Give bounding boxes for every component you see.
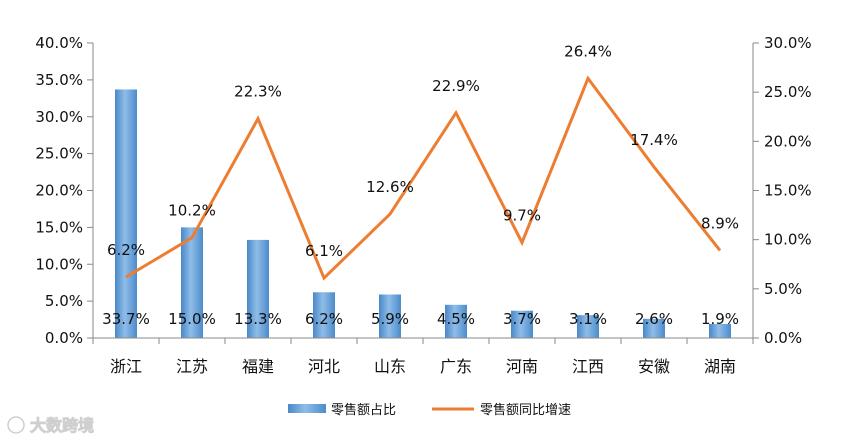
x-axis: 浙江 江苏 福建 河北 山东 广东 河南 江西 安徽 湖南	[92, 337, 754, 376]
x-tick-label: 河南	[506, 357, 538, 376]
bar	[577, 315, 599, 338]
bar	[313, 292, 335, 338]
bar	[115, 89, 137, 339]
y-axis-right: 0.0% 5.0% 10.0% 15.0% 20.0% 25.0% 30.0%	[752, 34, 812, 347]
y-left-tick-label: 20.0%	[35, 182, 83, 200]
bar	[643, 318, 665, 338]
bar-series	[115, 89, 731, 339]
bar-data-label: 33.7%	[102, 310, 150, 328]
y-left-tick-label: 25.0%	[35, 145, 83, 163]
watermark: 大数跨境	[7, 416, 94, 435]
line-data-label: 6.1%	[305, 242, 343, 260]
line-data-label: 9.7%	[503, 207, 541, 225]
bar-data-label: 4.5%	[437, 310, 475, 328]
bar	[445, 304, 467, 338]
y-left-tick-label: 10.0%	[35, 255, 83, 273]
legend-label-line: 零售额同比增速	[480, 402, 571, 418]
x-tick-label: 广东	[440, 357, 472, 376]
y-right-tick-label: 25.0%	[764, 83, 812, 101]
x-tick-label: 江苏	[176, 357, 208, 376]
bar	[181, 227, 203, 338]
line-data-label: 17.4%	[630, 131, 678, 149]
y-right-tick-label: 5.0%	[764, 280, 802, 298]
x-tick-label: 浙江	[110, 357, 142, 376]
y-axis-left: 0.0% 5.0% 10.0% 15.0% 20.0% 25.0% 30.0% 35.0% 40…	[35, 34, 94, 347]
bar	[379, 294, 401, 338]
y-left-tick-label: 40.0%	[35, 34, 83, 52]
x-tick-label: 河北	[308, 357, 340, 376]
x-tick-label: 江西	[572, 357, 604, 376]
line-data-label: 22.3%	[234, 83, 282, 101]
y-left-tick-label: 35.0%	[35, 71, 83, 89]
x-tick-label: 山东	[374, 357, 406, 376]
watermark-logo-icon	[7, 416, 25, 434]
data-labels: 33.7% 15.0% 13.3% 6.2% 5.9% 4.5% 3.7% 3.1% 2.6% 1…	[102, 42, 739, 328]
y-right-tick-label: 0.0%	[764, 329, 802, 347]
line-data-label: 26.4%	[564, 42, 612, 60]
legend-label-bar: 零售额占比	[331, 402, 396, 418]
line-series	[125, 75, 722, 281]
bar-data-label: 1.9%	[701, 310, 739, 328]
line-data-label: 12.6%	[366, 178, 414, 196]
y-left-tick-label: 5.0%	[45, 292, 83, 310]
bar	[709, 323, 731, 338]
y-right-tick-label: 20.0%	[764, 132, 812, 150]
bar-data-label: 3.7%	[503, 310, 541, 328]
legend: 零售额占比 零售额同比增速	[288, 402, 571, 418]
x-tick-label: 湖南	[704, 357, 736, 376]
bar-data-label: 5.9%	[371, 310, 409, 328]
y-right-tick-label: 10.0%	[764, 231, 812, 249]
line-data-label: 10.2%	[168, 202, 216, 220]
y-right-tick-label: 15.0%	[764, 182, 812, 200]
line-data-label: 6.2%	[107, 241, 145, 259]
watermark-text: 大数跨境	[30, 416, 94, 435]
bar-data-label: 3.1%	[569, 310, 607, 328]
bar-data-label: 2.6%	[635, 310, 673, 328]
bar-data-label: 15.0%	[168, 310, 216, 328]
y-left-tick-label: 30.0%	[35, 108, 83, 126]
series-line	[125, 75, 722, 281]
x-tick-label: 安徽	[638, 357, 670, 376]
y-left-tick-label: 0.0%	[45, 329, 83, 347]
line-data-label: 22.9%	[432, 77, 480, 95]
bar	[511, 310, 533, 338]
bar-data-label: 13.3%	[234, 310, 282, 328]
line-data-label: 8.9%	[701, 214, 739, 232]
y-right-tick-label: 30.0%	[764, 34, 812, 52]
bar	[247, 239, 269, 338]
bar-data-label: 6.2%	[305, 310, 343, 328]
legend-swatch-bar	[288, 404, 326, 413]
y-left-tick-label: 15.0%	[35, 218, 83, 236]
x-tick-label: 福建	[242, 357, 274, 376]
